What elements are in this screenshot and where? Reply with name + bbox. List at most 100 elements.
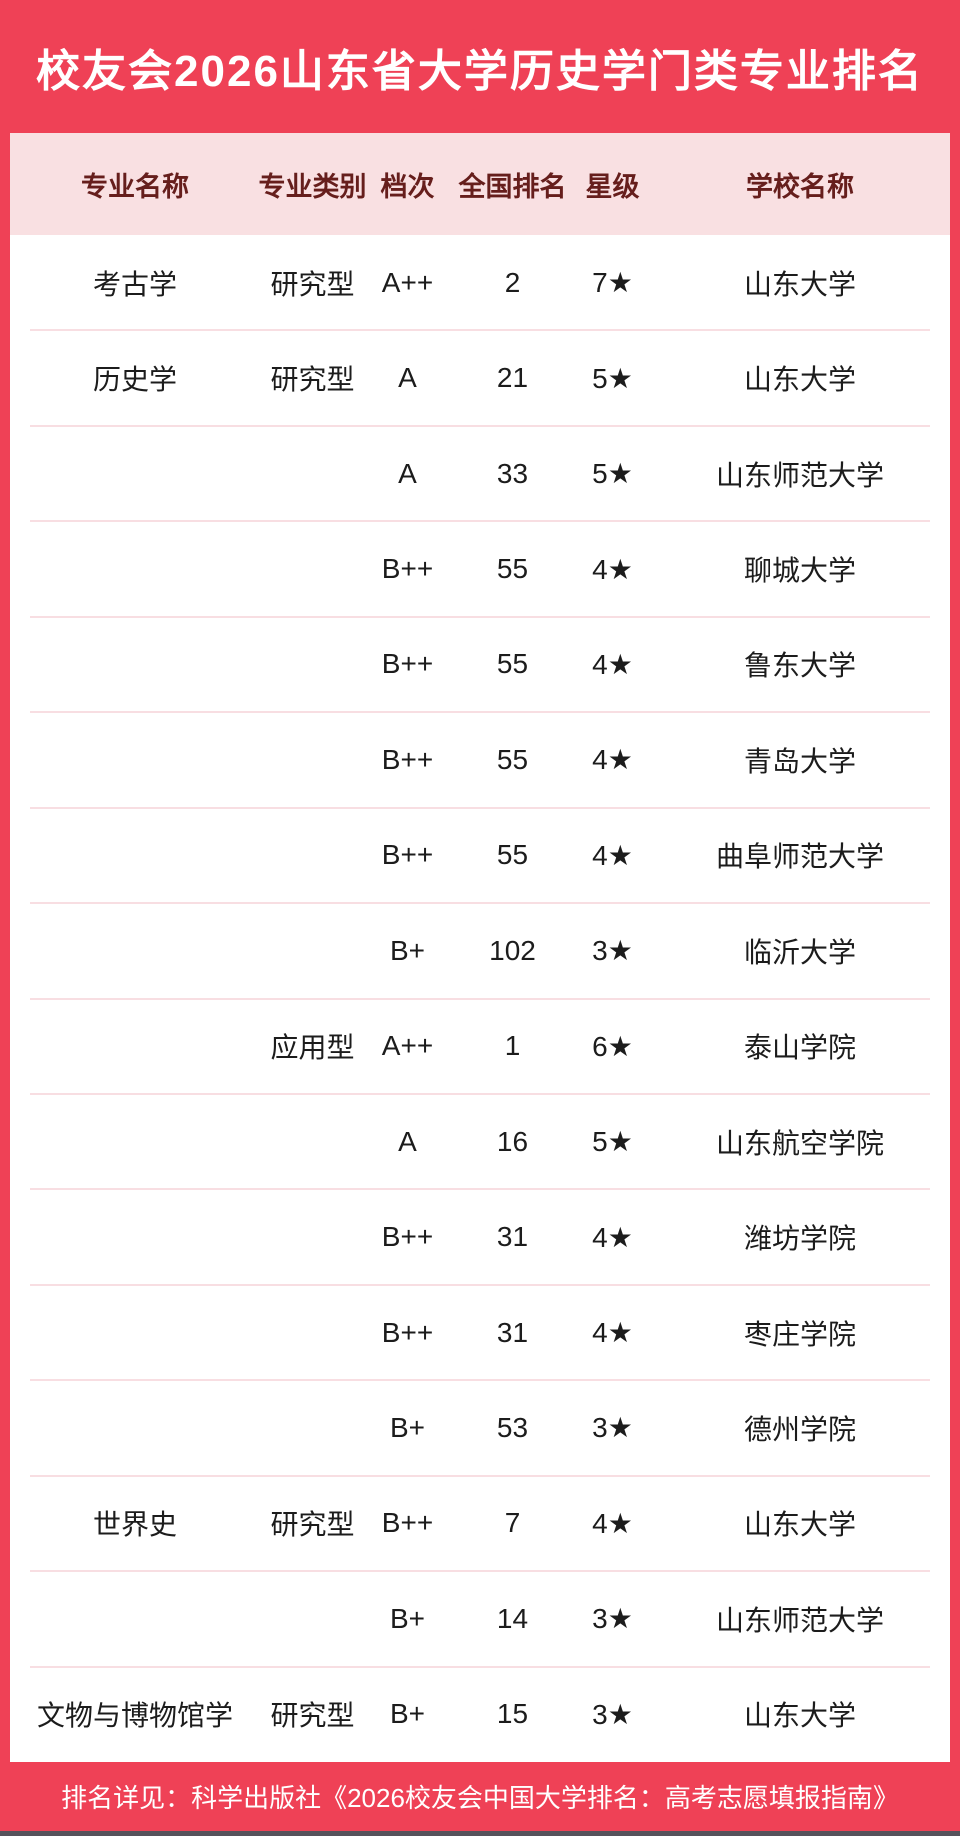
cell-stars: 3★: [592, 1603, 633, 1635]
footer-band: 排名详见：科学出版社《2026校友会中国大学排名：高考志愿填报指南》: [0, 1762, 960, 1831]
col-header-type: 专业类别: [258, 171, 367, 202]
cell-school: 青岛大学: [743, 745, 856, 777]
cell-school: 枣庄学院: [743, 1318, 856, 1350]
table-row: 历史学 研究型 A 21 5★ 山东大学: [10, 329, 950, 425]
cell-type: [260, 617, 365, 712]
col-header-grade: 档次: [380, 171, 435, 202]
cell-grade: B++: [381, 1221, 434, 1253]
cell-stars: 4★: [592, 839, 633, 871]
table-row: B+ 53 3★ 德州学院: [10, 1379, 950, 1475]
cell-type: [260, 1094, 365, 1189]
cell-major: [10, 712, 260, 807]
cell-type: 研究型: [270, 1509, 355, 1541]
cell-rank: 33: [496, 457, 529, 489]
ranking-table: 专业名称 专业类别 档次 全国排名 星级 学校名称 考古学 研究型 A++ 2 …: [0, 133, 960, 1762]
cell-rank: 55: [496, 648, 529, 680]
cell-school: 聊城大学: [743, 555, 856, 587]
table-row: B++ 31 4★ 枣庄学院: [10, 1283, 950, 1380]
cell-major: [10, 1380, 260, 1475]
cell-major: [10, 1094, 260, 1189]
table-row: 文物与博物馆学 研究型 B+ 15 3★ 山东大学: [10, 1665, 950, 1762]
cell-stars: 4★: [592, 744, 633, 776]
cell-school: 曲阜师范大学: [715, 841, 884, 873]
cell-stars: 3★: [592, 1698, 633, 1730]
col-header-stars: 星级: [585, 171, 640, 202]
cell-rank: 55: [496, 553, 529, 585]
cell-school: 潍坊学院: [743, 1223, 856, 1255]
cell-rank: 15: [496, 1698, 529, 1730]
cell-type: [260, 712, 365, 807]
cell-stars: 7★: [592, 267, 633, 299]
cell-grade: B++: [381, 648, 434, 680]
cell-stars: 4★: [592, 1221, 633, 1253]
table-row: B++ 55 4★ 青岛大学: [10, 711, 950, 807]
cell-type: [260, 521, 365, 616]
cell-stars: 4★: [592, 553, 633, 585]
cell-stars: 4★: [592, 1317, 633, 1349]
cell-school: 山东航空学院: [715, 1127, 884, 1159]
cell-major: [10, 808, 260, 903]
cell-rank: 55: [496, 743, 529, 775]
cell-major: [10, 1285, 260, 1380]
cell-rank: 53: [496, 1411, 529, 1443]
table-row: 考古学 研究型 A++ 2 7★ 山东大学: [10, 235, 950, 330]
col-header-school: 学校名称: [746, 171, 854, 202]
cell-type: 研究型: [270, 364, 355, 396]
column-header-row: 专业名称 专业类别 档次 全国排名 星级 学校名称: [10, 133, 950, 235]
cell-rank: 16: [496, 1125, 529, 1157]
col-header-rank: 全国排名: [458, 171, 567, 202]
page-title: 校友会2026山东省大学历史学门类专业排名: [36, 46, 924, 96]
rows-container: 考古学 研究型 A++ 2 7★ 山东大学 历史学 研究型 A 21 5★ 山东…: [10, 235, 950, 1762]
bottom-edge-strip: [0, 1831, 960, 1836]
table-row: B++ 55 4★ 曲阜师范大学: [10, 806, 950, 903]
cell-major: 世界史: [92, 1509, 177, 1541]
cell-school: 山东大学: [743, 1700, 856, 1732]
cell-rank: 21: [496, 362, 529, 394]
cell-major: [10, 426, 260, 521]
cell-type: [260, 1189, 365, 1284]
table-row: A 33 5★ 山东师范大学: [10, 424, 950, 521]
cell-school: 泰山学院: [743, 1032, 856, 1064]
cell-stars: 4★: [592, 1507, 633, 1539]
cell-rank: 31: [496, 1221, 529, 1253]
footer-note: 排名详见：科学出版社《2026校友会中国大学排名：高考志愿填报指南》: [61, 1783, 899, 1813]
cell-grade: A: [398, 1125, 417, 1157]
cell-rank: 2: [504, 266, 521, 298]
cell-type: [260, 1380, 365, 1475]
cell-grade: A: [398, 362, 417, 394]
cell-school: 山东大学: [743, 268, 856, 300]
table-row: A 16 5★ 山东航空学院: [10, 1092, 950, 1189]
cell-grade: B+: [389, 1698, 426, 1730]
cell-school: 鲁东大学: [743, 650, 856, 682]
cell-grade: A++: [381, 266, 434, 298]
cell-school: 德州学院: [743, 1413, 856, 1445]
cell-stars: 4★: [592, 648, 633, 680]
cell-major: [10, 521, 260, 616]
cell-stars: 6★: [592, 1030, 633, 1062]
cell-type: [260, 426, 365, 521]
cell-school: 山东师范大学: [715, 1604, 884, 1636]
cell-grade: B++: [381, 743, 434, 775]
table-row: B+ 14 3★ 山东师范大学: [10, 1570, 950, 1666]
cell-school: 山东大学: [743, 1509, 856, 1541]
cell-stars: 3★: [592, 935, 633, 967]
cell-grade: A++: [381, 1030, 434, 1062]
table-row: 应用型 A++ 1 6★ 泰山学院: [10, 997, 950, 1094]
cell-school: 临沂大学: [743, 936, 856, 968]
cell-type: 研究型: [270, 268, 355, 300]
cell-major: [10, 1189, 260, 1284]
cell-stars: 5★: [592, 362, 633, 394]
table-row: B+ 102 3★ 临沂大学: [10, 902, 950, 998]
cell-stars: 5★: [592, 1126, 633, 1158]
cell-type: [260, 1571, 365, 1666]
cell-major: [10, 1571, 260, 1666]
table-row: B++ 31 4★ 潍坊学院: [10, 1188, 950, 1284]
cell-rank: 7: [504, 1507, 521, 1539]
cell-type: [260, 808, 365, 903]
cell-grade: B++: [381, 1316, 434, 1348]
cell-major: 文物与博物馆学: [36, 1700, 233, 1732]
cell-grade: A: [398, 457, 417, 489]
cell-type: 应用型: [270, 1032, 355, 1064]
cell-major: [10, 999, 260, 1094]
